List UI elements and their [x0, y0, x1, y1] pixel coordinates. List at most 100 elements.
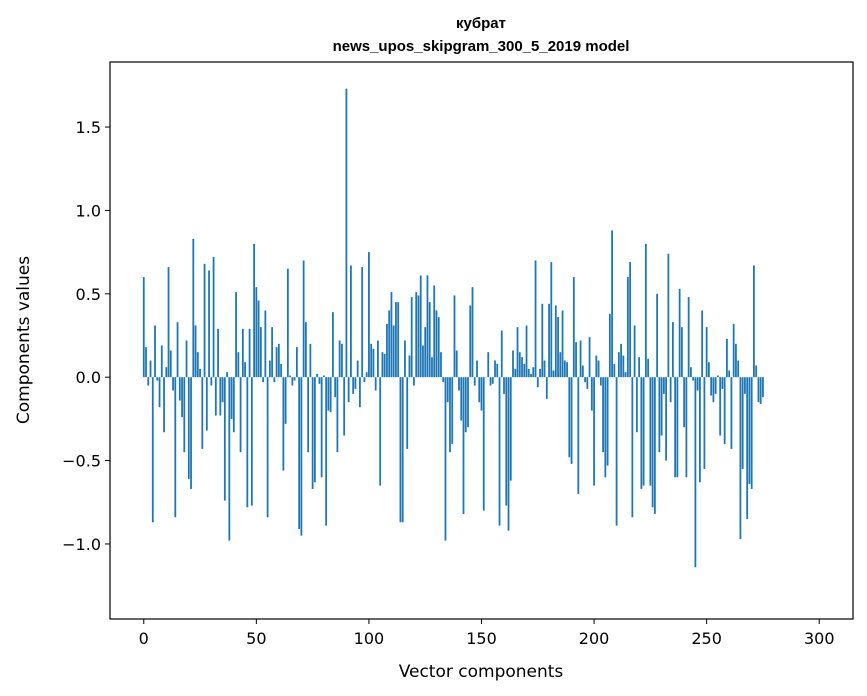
bar — [581, 365, 584, 378]
bar — [424, 327, 427, 378]
bar — [190, 377, 192, 489]
bar — [552, 370, 555, 378]
bar — [498, 377, 501, 526]
bar — [235, 292, 237, 378]
x-tick-label: 300 — [804, 629, 835, 648]
bar — [692, 377, 695, 381]
bar — [291, 377, 294, 386]
bar — [341, 343, 343, 378]
bar — [590, 377, 593, 411]
bar — [489, 377, 492, 386]
bar — [464, 377, 467, 433]
bar — [172, 377, 174, 391]
bar — [253, 243, 255, 378]
bar — [390, 292, 393, 378]
bar — [469, 305, 472, 378]
bar — [453, 295, 456, 378]
bar — [334, 377, 337, 398]
bar — [595, 355, 598, 378]
bar — [431, 357, 433, 378]
bar — [568, 377, 571, 458]
bar — [181, 377, 183, 418]
bar — [467, 377, 469, 428]
bar — [478, 377, 481, 403]
bar — [462, 377, 465, 514]
bar — [280, 363, 283, 378]
bar — [165, 367, 168, 378]
bar — [446, 377, 449, 403]
bar — [300, 377, 303, 536]
bar — [404, 340, 406, 378]
bar — [532, 367, 535, 378]
y-tick-label: −1.0 — [62, 535, 101, 554]
bar — [521, 357, 523, 378]
bar — [255, 287, 258, 378]
bar — [219, 377, 222, 416]
bar — [268, 360, 271, 378]
bar — [208, 270, 210, 378]
bar — [640, 377, 643, 489]
bar — [352, 377, 355, 394]
bar — [726, 338, 728, 378]
bar — [379, 377, 382, 486]
bar — [232, 377, 235, 433]
bar — [746, 377, 749, 519]
bar — [196, 352, 199, 378]
bar — [304, 322, 307, 378]
bar — [660, 377, 663, 436]
bar — [257, 300, 260, 378]
bar — [298, 377, 301, 529]
bar — [444, 377, 447, 541]
bar — [246, 377, 249, 508]
bar — [730, 377, 733, 449]
bar — [336, 377, 339, 453]
bar — [370, 343, 373, 378]
bar — [588, 337, 591, 378]
bar — [505, 377, 508, 506]
bar — [183, 377, 186, 453]
bar — [586, 377, 589, 389]
bar — [721, 377, 724, 389]
bar — [543, 360, 546, 378]
bar — [311, 377, 314, 489]
bar — [482, 377, 485, 511]
bar — [593, 377, 595, 486]
bar — [667, 253, 670, 378]
bar — [575, 342, 577, 378]
bar — [399, 377, 402, 523]
bar — [250, 377, 253, 506]
bar — [392, 325, 395, 378]
bar — [433, 285, 436, 378]
bar — [512, 350, 514, 378]
bar — [275, 347, 278, 378]
bar — [151, 377, 154, 523]
bar — [325, 377, 328, 526]
bar — [149, 360, 152, 378]
bar — [653, 377, 656, 514]
bar — [577, 377, 580, 494]
bar — [723, 377, 726, 444]
bar — [178, 377, 181, 401]
bar — [626, 277, 629, 378]
bar — [156, 377, 159, 381]
bar — [428, 302, 431, 378]
y-tick-label: 1.0 — [76, 201, 101, 220]
bar — [199, 368, 201, 378]
bar — [320, 377, 323, 478]
bar — [525, 325, 528, 378]
bar — [406, 377, 409, 449]
bar — [239, 377, 242, 453]
bar — [687, 297, 690, 378]
bar — [237, 352, 240, 378]
bar — [244, 362, 246, 378]
bar — [622, 355, 625, 378]
bar — [685, 377, 688, 478]
bar — [419, 275, 422, 378]
bar — [689, 367, 692, 378]
bar — [703, 377, 706, 469]
bar — [277, 343, 280, 378]
bar — [350, 265, 352, 378]
bar — [210, 377, 213, 386]
bar — [624, 372, 627, 378]
